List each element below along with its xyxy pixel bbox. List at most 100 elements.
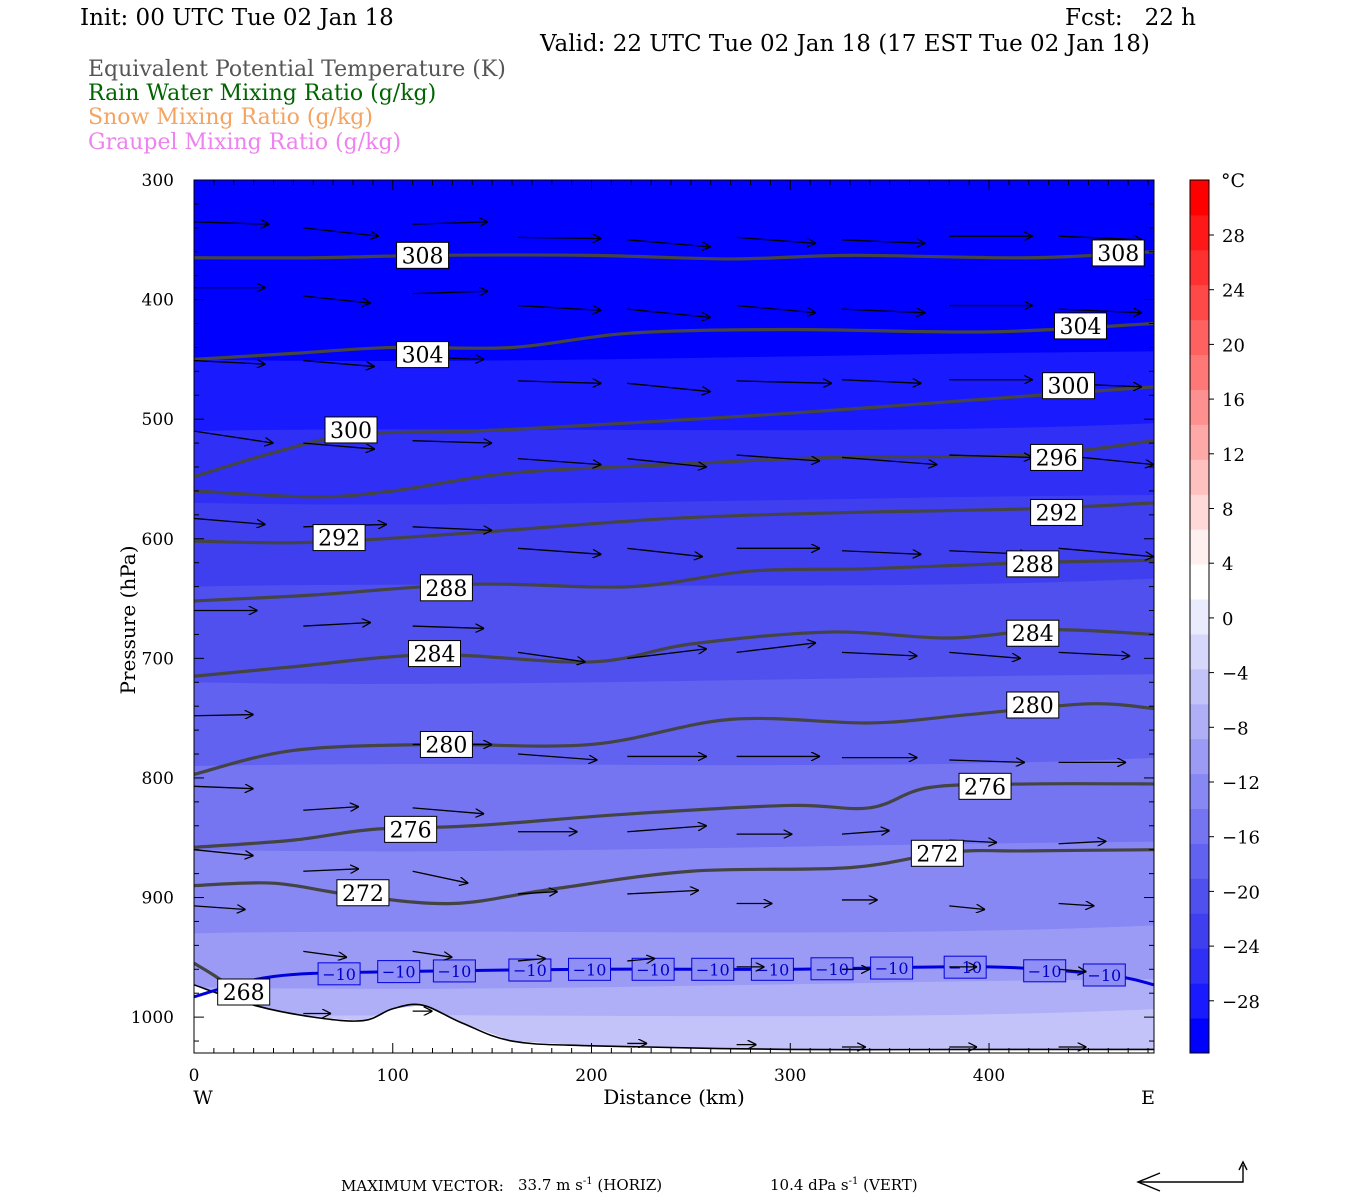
wind-vector xyxy=(1058,969,1087,971)
wind-vector xyxy=(194,517,266,524)
contour-label: 308 xyxy=(1097,242,1139,267)
contour-label-box xyxy=(1091,239,1145,267)
wind-vector xyxy=(194,222,270,224)
isotherm-label-box xyxy=(508,958,552,982)
contour-label-box xyxy=(419,574,473,602)
x-tick-label: 0 xyxy=(189,1066,200,1086)
isotherm-label-box xyxy=(691,957,735,981)
isotherm-label: −10 xyxy=(382,963,416,982)
wind-vector xyxy=(517,237,601,238)
wind-vector xyxy=(627,890,699,894)
isotherm-label-box xyxy=(1023,959,1067,983)
y-tick-label: 300 xyxy=(142,171,174,191)
legend-theta-e: Equivalent Potential Temperature (K) xyxy=(88,57,506,82)
contour-label: 284 xyxy=(1012,622,1054,647)
colorbar: 28 24 20 16 12 8 4 0 −4 −8 −12 −16 −20 −24 −28 xyxy=(1189,179,1260,1054)
wind-vector xyxy=(1058,841,1107,843)
wind-vector xyxy=(1058,904,1095,906)
contour-label-box xyxy=(1006,691,1060,719)
wind-vector xyxy=(841,652,918,656)
wind-vector xyxy=(736,236,817,243)
wind-vector xyxy=(949,906,985,910)
wind-vector xyxy=(303,622,371,626)
wind-vector xyxy=(627,826,707,833)
isotherm-label: −10 xyxy=(1028,962,1062,981)
isotherm-label-box xyxy=(432,959,476,983)
isotherm-label: −10 xyxy=(815,960,849,979)
wind-vector xyxy=(1058,547,1154,556)
isotherm-label: −10 xyxy=(875,959,909,978)
isotherm-label: −10 xyxy=(513,961,547,980)
isotherm-label: −10 xyxy=(636,960,670,979)
colorbar-label: 8 xyxy=(1222,500,1233,521)
contour-label: 276 xyxy=(964,775,1006,800)
colorbar-segment xyxy=(1190,354,1209,391)
colorbar-segment xyxy=(1190,773,1209,810)
contour-label: 276 xyxy=(390,818,432,843)
colorbar-segment xyxy=(1190,948,1209,984)
contour-label-box xyxy=(1006,619,1060,647)
legend-rain: Rain Water Mixing Ratio (g/kg) xyxy=(88,81,437,106)
contour-label-box xyxy=(312,524,366,552)
colorbar-label: −4 xyxy=(1222,664,1249,685)
colorbar-segment xyxy=(1190,284,1209,321)
contour-label: 280 xyxy=(1012,694,1054,719)
forecast-hour: Fcst: 22 h xyxy=(1065,5,1196,31)
colorbar-segment xyxy=(1190,1018,1209,1054)
contour-label-box xyxy=(217,978,271,1006)
theta-e-contour xyxy=(194,250,1154,261)
isotherm-label: −10 xyxy=(756,960,790,979)
wind-vector xyxy=(841,380,922,384)
contour-label-box xyxy=(1042,372,1096,400)
contour-label-box xyxy=(396,341,450,369)
contour-label-box xyxy=(1053,312,1107,340)
colorbar-segment xyxy=(1190,494,1209,530)
wind-vector xyxy=(517,457,601,465)
isotherm-label-box xyxy=(568,957,612,981)
wind-vector xyxy=(841,456,937,464)
wind-vector xyxy=(412,291,489,293)
contour-label: 272 xyxy=(916,842,958,867)
horiz-value: 33.7 m s xyxy=(518,1176,583,1194)
isotherm-label: −10 xyxy=(696,960,730,979)
colorbar-label: 4 xyxy=(1222,554,1233,575)
colorbar-label: −24 xyxy=(1222,937,1260,958)
max-vector-horiz: 33.7 m s-1 (HORIZ) xyxy=(518,1176,662,1194)
wind-vector xyxy=(841,551,922,555)
contour-label: 292 xyxy=(318,527,360,552)
colorbar-segment xyxy=(1190,738,1209,775)
wind-vector xyxy=(303,442,375,449)
axes: 300 400 500 600 700 800 900 1000 0 100 200 300 400 xyxy=(131,171,1154,1086)
contour-label-box xyxy=(336,879,390,907)
colorbar-segment xyxy=(1190,424,1209,460)
isotherm-label: −10 xyxy=(437,962,471,981)
wind-vector xyxy=(303,807,359,811)
legend-snow: Snow Mixing Ratio (g/kg) xyxy=(88,105,373,130)
wind-vector xyxy=(517,753,598,760)
contour-label: 304 xyxy=(402,344,444,369)
theta-e-contour xyxy=(194,439,1154,499)
init-time: Init: 00 UTC Tue 02 Jan 18 xyxy=(80,5,394,31)
wind-vector xyxy=(736,304,817,313)
contour-label: 280 xyxy=(425,733,467,758)
wind-vector xyxy=(949,651,1021,658)
colorbar-segment xyxy=(1190,913,1209,949)
colorbar-frame xyxy=(1189,179,1210,1054)
wind-vector xyxy=(303,950,347,957)
colorbar-label: −8 xyxy=(1222,718,1249,739)
colorbar-label: 28 xyxy=(1222,226,1245,247)
colorbar-label: −16 xyxy=(1222,828,1260,849)
vert-tag: (VERT) xyxy=(863,1176,918,1194)
contour-label-box xyxy=(1006,550,1060,578)
y-tick-label: 1000 xyxy=(131,1008,174,1028)
contour-label: 300 xyxy=(330,419,372,444)
contour-label-box xyxy=(407,640,461,668)
wind-vector xyxy=(736,381,832,383)
wind-vector xyxy=(517,304,601,311)
y-tick-label: 400 xyxy=(142,291,174,311)
colorbar-segment xyxy=(1190,599,1209,635)
contour-label: 284 xyxy=(413,643,455,668)
colorbar-segment xyxy=(1190,633,1209,670)
wind-vector xyxy=(412,626,485,628)
